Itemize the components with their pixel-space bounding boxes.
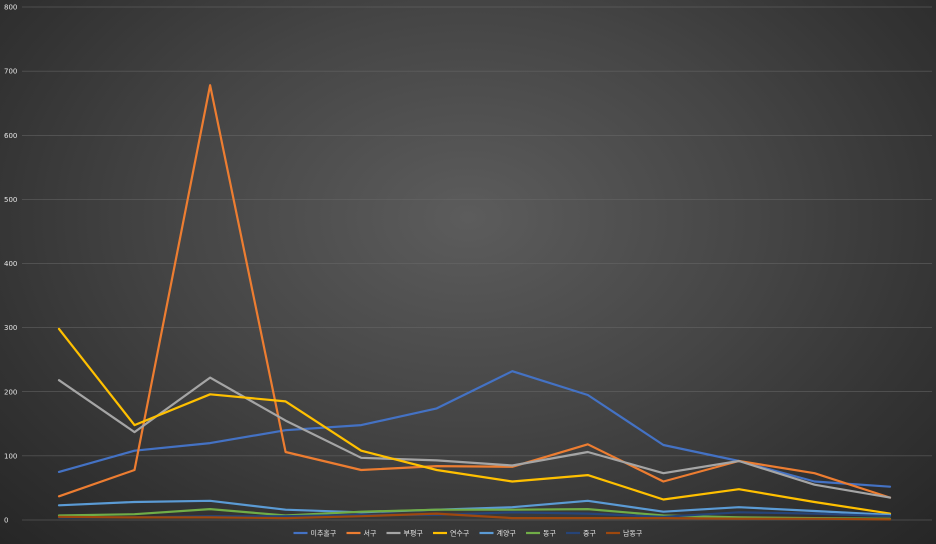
legend-item: 미추홀구 (293, 529, 337, 538)
legend-item: 부평구 (386, 529, 424, 538)
y-tick-label: 500 (4, 196, 17, 204)
series-line (57, 499, 892, 517)
y-tick-label: 200 (4, 388, 17, 396)
legend-item: 계양구 (479, 529, 517, 538)
legend-item: 중구 (566, 530, 596, 538)
series-line (57, 327, 892, 515)
legend-label: 동구 (543, 530, 556, 538)
y-axis-tick-labels: 0 100 200 300 400 500 600 700 800 (4, 4, 17, 525)
legend-label: 미추홀구 (311, 529, 337, 538)
series-lines (57, 84, 892, 521)
legend-label: 남동구 (623, 529, 643, 538)
y-tick-label: 600 (4, 132, 17, 140)
y-tick-label: 700 (4, 68, 17, 76)
series-line (57, 84, 892, 499)
y-tick-label: 400 (4, 260, 17, 268)
y-tick-label: 100 (4, 452, 17, 460)
legend-label: 계양구 (497, 529, 517, 538)
legend-label: 연수구 (450, 530, 470, 538)
y-tick-label: 800 (4, 4, 17, 12)
legend-item: 연수구 (433, 530, 470, 538)
series-line (57, 508, 892, 520)
legend-label: 부평구 (404, 529, 424, 538)
series-line (57, 512, 892, 521)
legend: 미추홀구 서구 부평구 연수구 계양구 동구 중구 남동구 (293, 529, 643, 538)
legend-item: 동구 (526, 530, 556, 538)
legend-label: 중구 (583, 530, 596, 538)
legend-label: 서구 (364, 529, 377, 538)
series-line (57, 376, 892, 499)
y-tick-label: 0 (4, 517, 8, 525)
legend-item: 서구 (346, 529, 377, 538)
y-tick-label: 300 (4, 324, 17, 332)
gridlines (22, 6, 932, 521)
legend-item: 남동구 (606, 529, 643, 538)
